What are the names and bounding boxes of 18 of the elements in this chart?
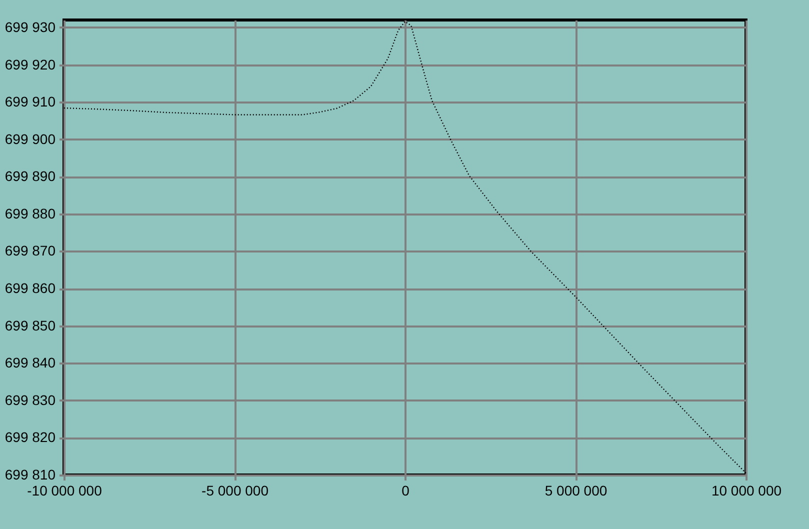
y-tick-label: 699 890 xyxy=(4,168,56,184)
y-tick-label: 699 930 xyxy=(4,18,56,35)
x-tick-label: 5 000 000 xyxy=(544,482,608,498)
x-tick-label: -10 000 000 xyxy=(27,482,102,498)
y-tick-label: 699 820 xyxy=(4,429,56,446)
x-tick-label: 0 xyxy=(402,482,410,498)
x-tick-label: -5 000 000 xyxy=(202,482,269,498)
y-tick-label: 699 860 xyxy=(4,280,56,296)
x-tick-label: 10 000 000 xyxy=(711,482,782,498)
y-tick-label: 699 810 xyxy=(4,466,56,482)
y-tick-label: 699 840 xyxy=(4,354,56,371)
y-tick-label: 699 900 xyxy=(4,130,56,147)
y-tick-label: 699 870 xyxy=(4,242,56,259)
y-tick-label: 699 850 xyxy=(4,317,56,334)
y-tick-label: 699 920 xyxy=(4,56,56,72)
y-tick-label: 699 880 xyxy=(4,205,56,222)
y-tick-label: 699 830 xyxy=(4,392,56,408)
y-tick-label: 699 910 xyxy=(4,94,56,110)
